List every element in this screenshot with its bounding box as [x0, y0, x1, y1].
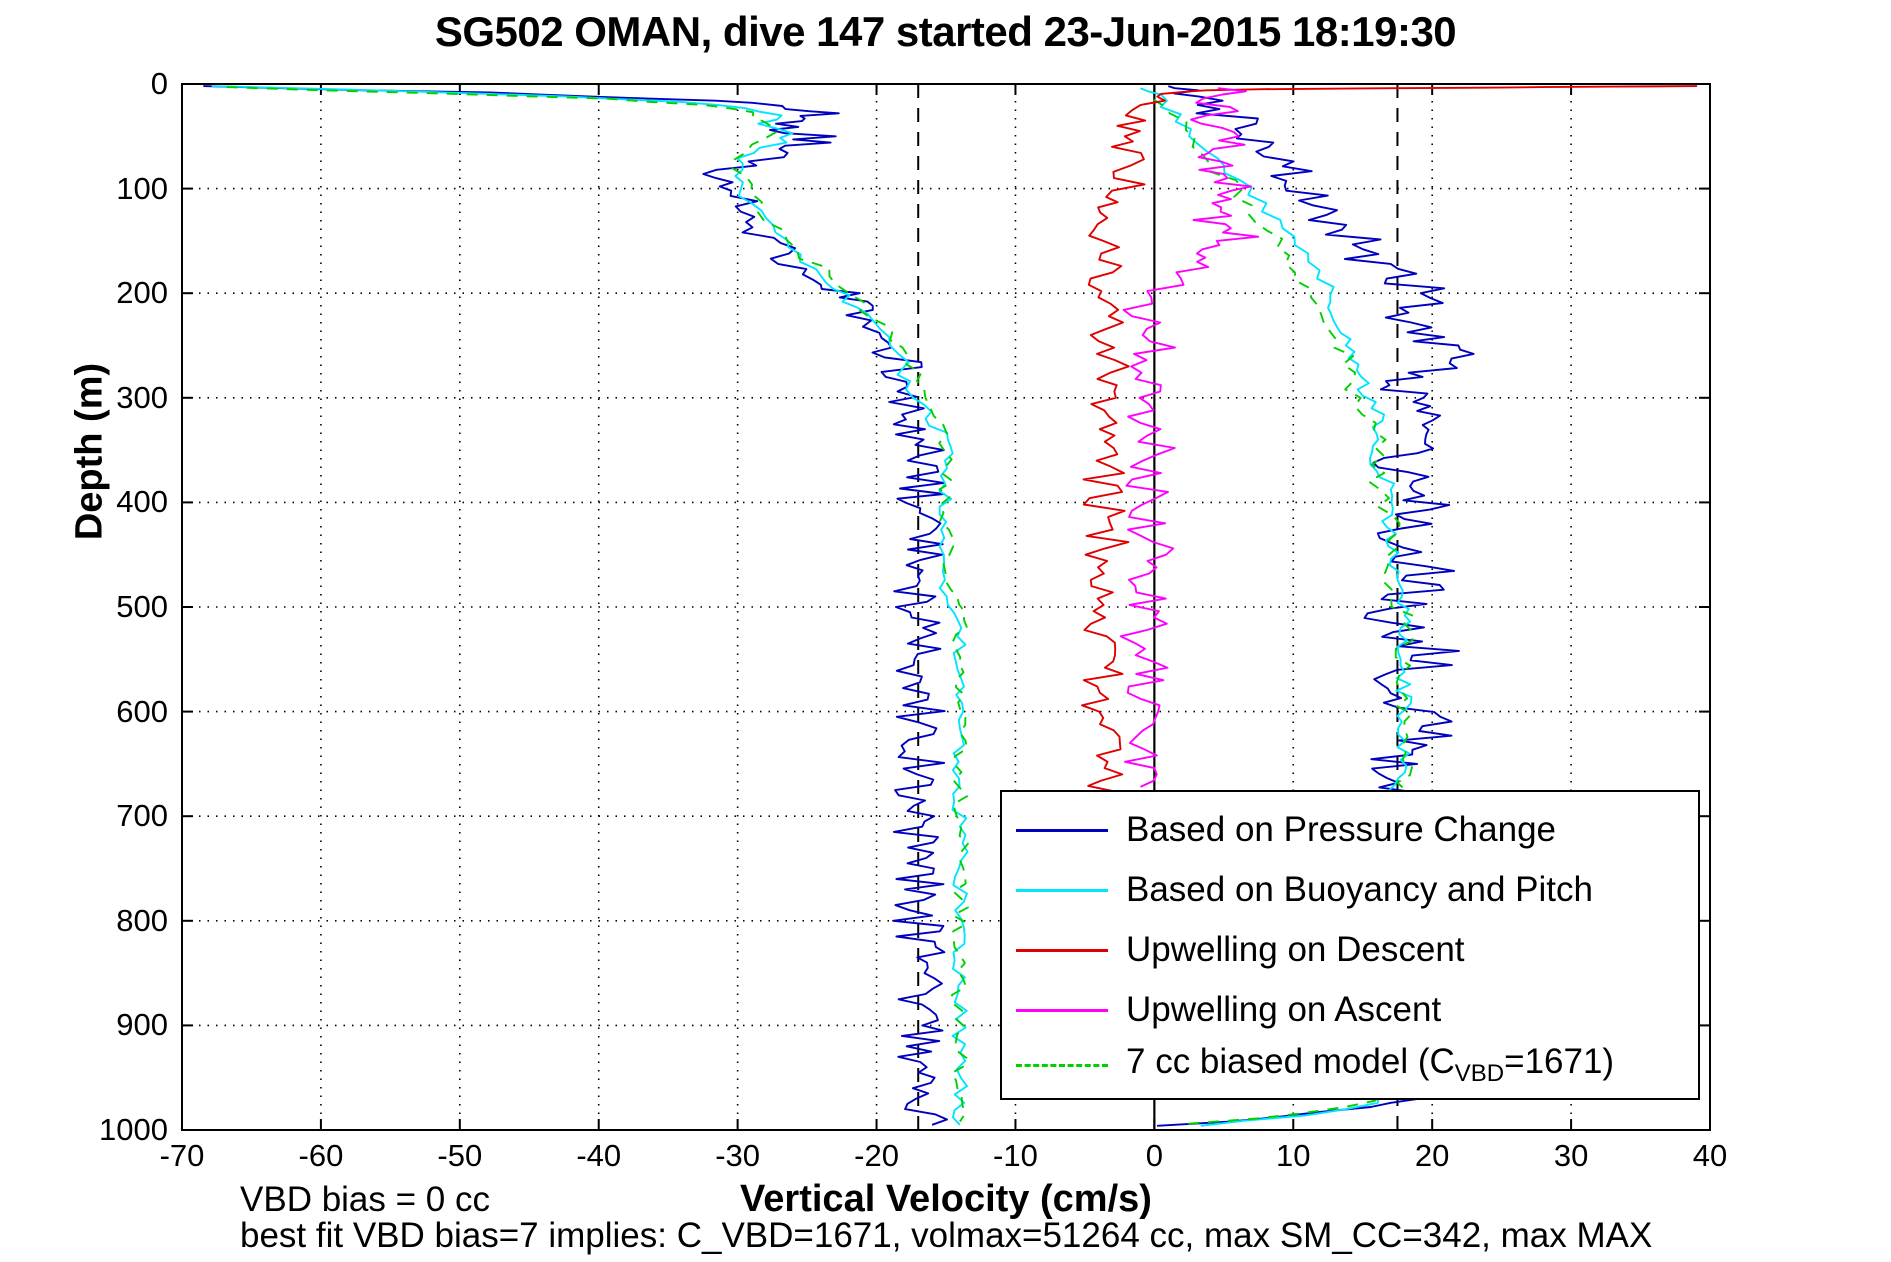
x-tick-label: 20: [1414, 1138, 1450, 1173]
legend-swatch-solid: [1016, 828, 1108, 832]
y-tick-label: 200: [116, 275, 168, 311]
y-tick-label: 600: [116, 693, 168, 729]
legend-swatch-dashed: [1016, 1063, 1108, 1067]
legend-item[interactable]: Upwelling on Ascent: [1002, 980, 1698, 1040]
vbd-bias-annotation: VBD bias = 0 cc: [240, 1180, 490, 1219]
y-tick-label: 500: [116, 589, 168, 624]
legend-label: Upwelling on Descent: [1126, 930, 1465, 969]
y-tick-label: 400: [116, 484, 168, 520]
legend-label: 7 cc biased model (CVBD=1671): [1126, 1042, 1614, 1088]
legend-item[interactable]: 7 cc biased model (CVBD=1671): [1002, 1035, 1698, 1095]
legend-label: Upwelling on Ascent: [1126, 990, 1442, 1029]
x-tick-label: -50: [437, 1138, 483, 1173]
data-series-line: [1119, 87, 1260, 788]
y-tick-label: 900: [116, 1007, 168, 1043]
data-series-line: [1081, 85, 1698, 793]
x-tick-label: 10: [1276, 1138, 1311, 1173]
x-tick-label: -20: [854, 1138, 899, 1173]
legend-label: Based on Buoyancy and Pitch: [1126, 870, 1593, 909]
x-tick-label: -40: [576, 1138, 622, 1173]
x-tick-label: -60: [298, 1138, 344, 1173]
y-tick-label: 700: [116, 798, 168, 834]
y-tick-label: 800: [116, 902, 168, 938]
data-series-line: [1152, 92, 1415, 1125]
legend-swatch-solid: [1016, 888, 1108, 892]
legend-item[interactable]: Based on Pressure Change: [1002, 800, 1698, 860]
best-fit-annotation: best fit VBD bias=7 implies: C_VBD=1671,…: [240, 1216, 1653, 1255]
x-tick-label: 30: [1553, 1138, 1589, 1173]
x-tick-label: -10: [993, 1138, 1038, 1173]
y-tick-label: 100: [116, 170, 168, 206]
x-tick-label: 0: [1145, 1138, 1163, 1173]
y-tick-label: 300: [116, 379, 168, 415]
legend-swatch-solid: [1016, 1008, 1108, 1012]
page-title: SG502 OMAN, dive 147 started 23-Jun-2015…: [434, 8, 1457, 55]
x-axis-label: Vertical Velocity (cm/s): [740, 1178, 1152, 1220]
data-series-line: [203, 85, 948, 1126]
legend: Based on Pressure Change Based on Buoyanc…: [1000, 790, 1700, 1100]
legend-item[interactable]: Based on Buoyancy and Pitch: [1002, 860, 1698, 920]
legend-swatch-solid: [1016, 948, 1108, 952]
x-tick-label: -70: [159, 1138, 205, 1173]
y-axis-label: Depth (m): [68, 362, 111, 541]
data-series-line: [226, 86, 969, 1123]
data-series-line: [211, 85, 969, 1126]
y-tick-label: 0: [150, 66, 168, 101]
x-tick-label: 40: [1692, 1138, 1728, 1173]
legend-label-main: 7 cc biased model (C: [1126, 1042, 1455, 1081]
x-tick-label: -30: [715, 1138, 761, 1173]
legend-label-tail: =1671): [1504, 1042, 1615, 1081]
axis-ticks: [181, 83, 1711, 1131]
legend-label-subscript: VBD: [1454, 1060, 1505, 1087]
legend-item[interactable]: Upwelling on Descent: [1002, 920, 1698, 980]
legend-label: Based on Pressure Change: [1126, 810, 1556, 849]
y-tick-label: 1000: [99, 1112, 168, 1147]
